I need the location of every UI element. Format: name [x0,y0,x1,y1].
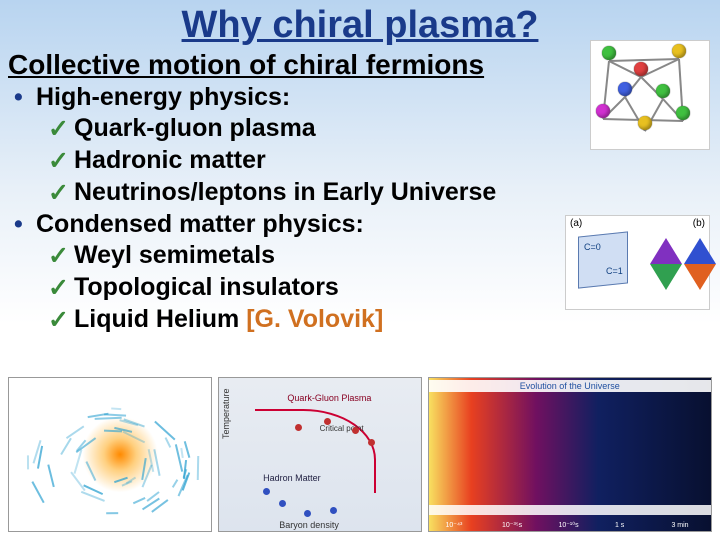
bullet-icon: • [8,83,36,112]
check-label: Hadronic matter [74,146,266,175]
check-label: Neutrinos/leptons in Early Universe [74,178,496,207]
check-item: ✓Neutrinos/leptons in Early Universe [8,178,720,208]
phase-ylabel: Temperature [221,389,231,440]
check-icon: ✓ [48,305,74,335]
check-icon: ✓ [48,146,74,176]
check-label: Weyl semimetals [74,241,275,270]
topological-panels-figure: (a) C=0 C=1 (b) [565,215,710,310]
cube-shape [578,231,628,288]
bullet-icon: • [8,210,36,239]
universe-tick: 10⁻¹⁰s [558,521,578,529]
phase-diagram-figure: Temperature Baryon density Quark-Gluon P… [218,377,422,532]
phase-hadron-label: Hadron Matter [263,473,321,483]
phase-qgp-label: Quark-Gluon Plasma [287,393,371,403]
check-icon: ✓ [48,178,74,208]
check-icon: ✓ [48,114,74,144]
check-icon: ✓ [48,273,74,303]
check-label: Quark-gluon plasma [74,114,316,143]
check-label: Topological insulators [74,273,339,302]
c0-label: C=0 [584,242,601,252]
c1-label: C=1 [606,266,623,276]
panel-a-label: (a) [570,218,582,229]
reference: [G. Volovik] [246,305,383,333]
section-label: High-energy physics: [36,83,290,112]
universe-evolution-figure: Evolution of the Universe 10⁻⁴³ 10⁻³⁵s 10⁻… [428,377,712,532]
bottom-figures-row: Temperature Baryon density Quark-Gluon P… [8,377,712,532]
collision-figure [8,377,212,532]
check-item: ✓Hadronic matter [8,146,720,176]
universe-tick: 1 s [615,522,624,529]
universe-tick: 3 min [671,522,688,529]
lattice-figure [590,40,710,150]
universe-title: Evolution of the Universe [429,380,711,392]
section-label: Condensed matter physics: [36,210,364,239]
check-label: Liquid Helium [G. Volovik] [74,305,383,334]
universe-tick: 10⁻⁴³ [445,521,462,529]
universe-tick: 10⁻³⁵s [502,521,522,529]
check-icon: ✓ [48,241,74,271]
phase-xlabel: Baryon density [279,520,339,530]
